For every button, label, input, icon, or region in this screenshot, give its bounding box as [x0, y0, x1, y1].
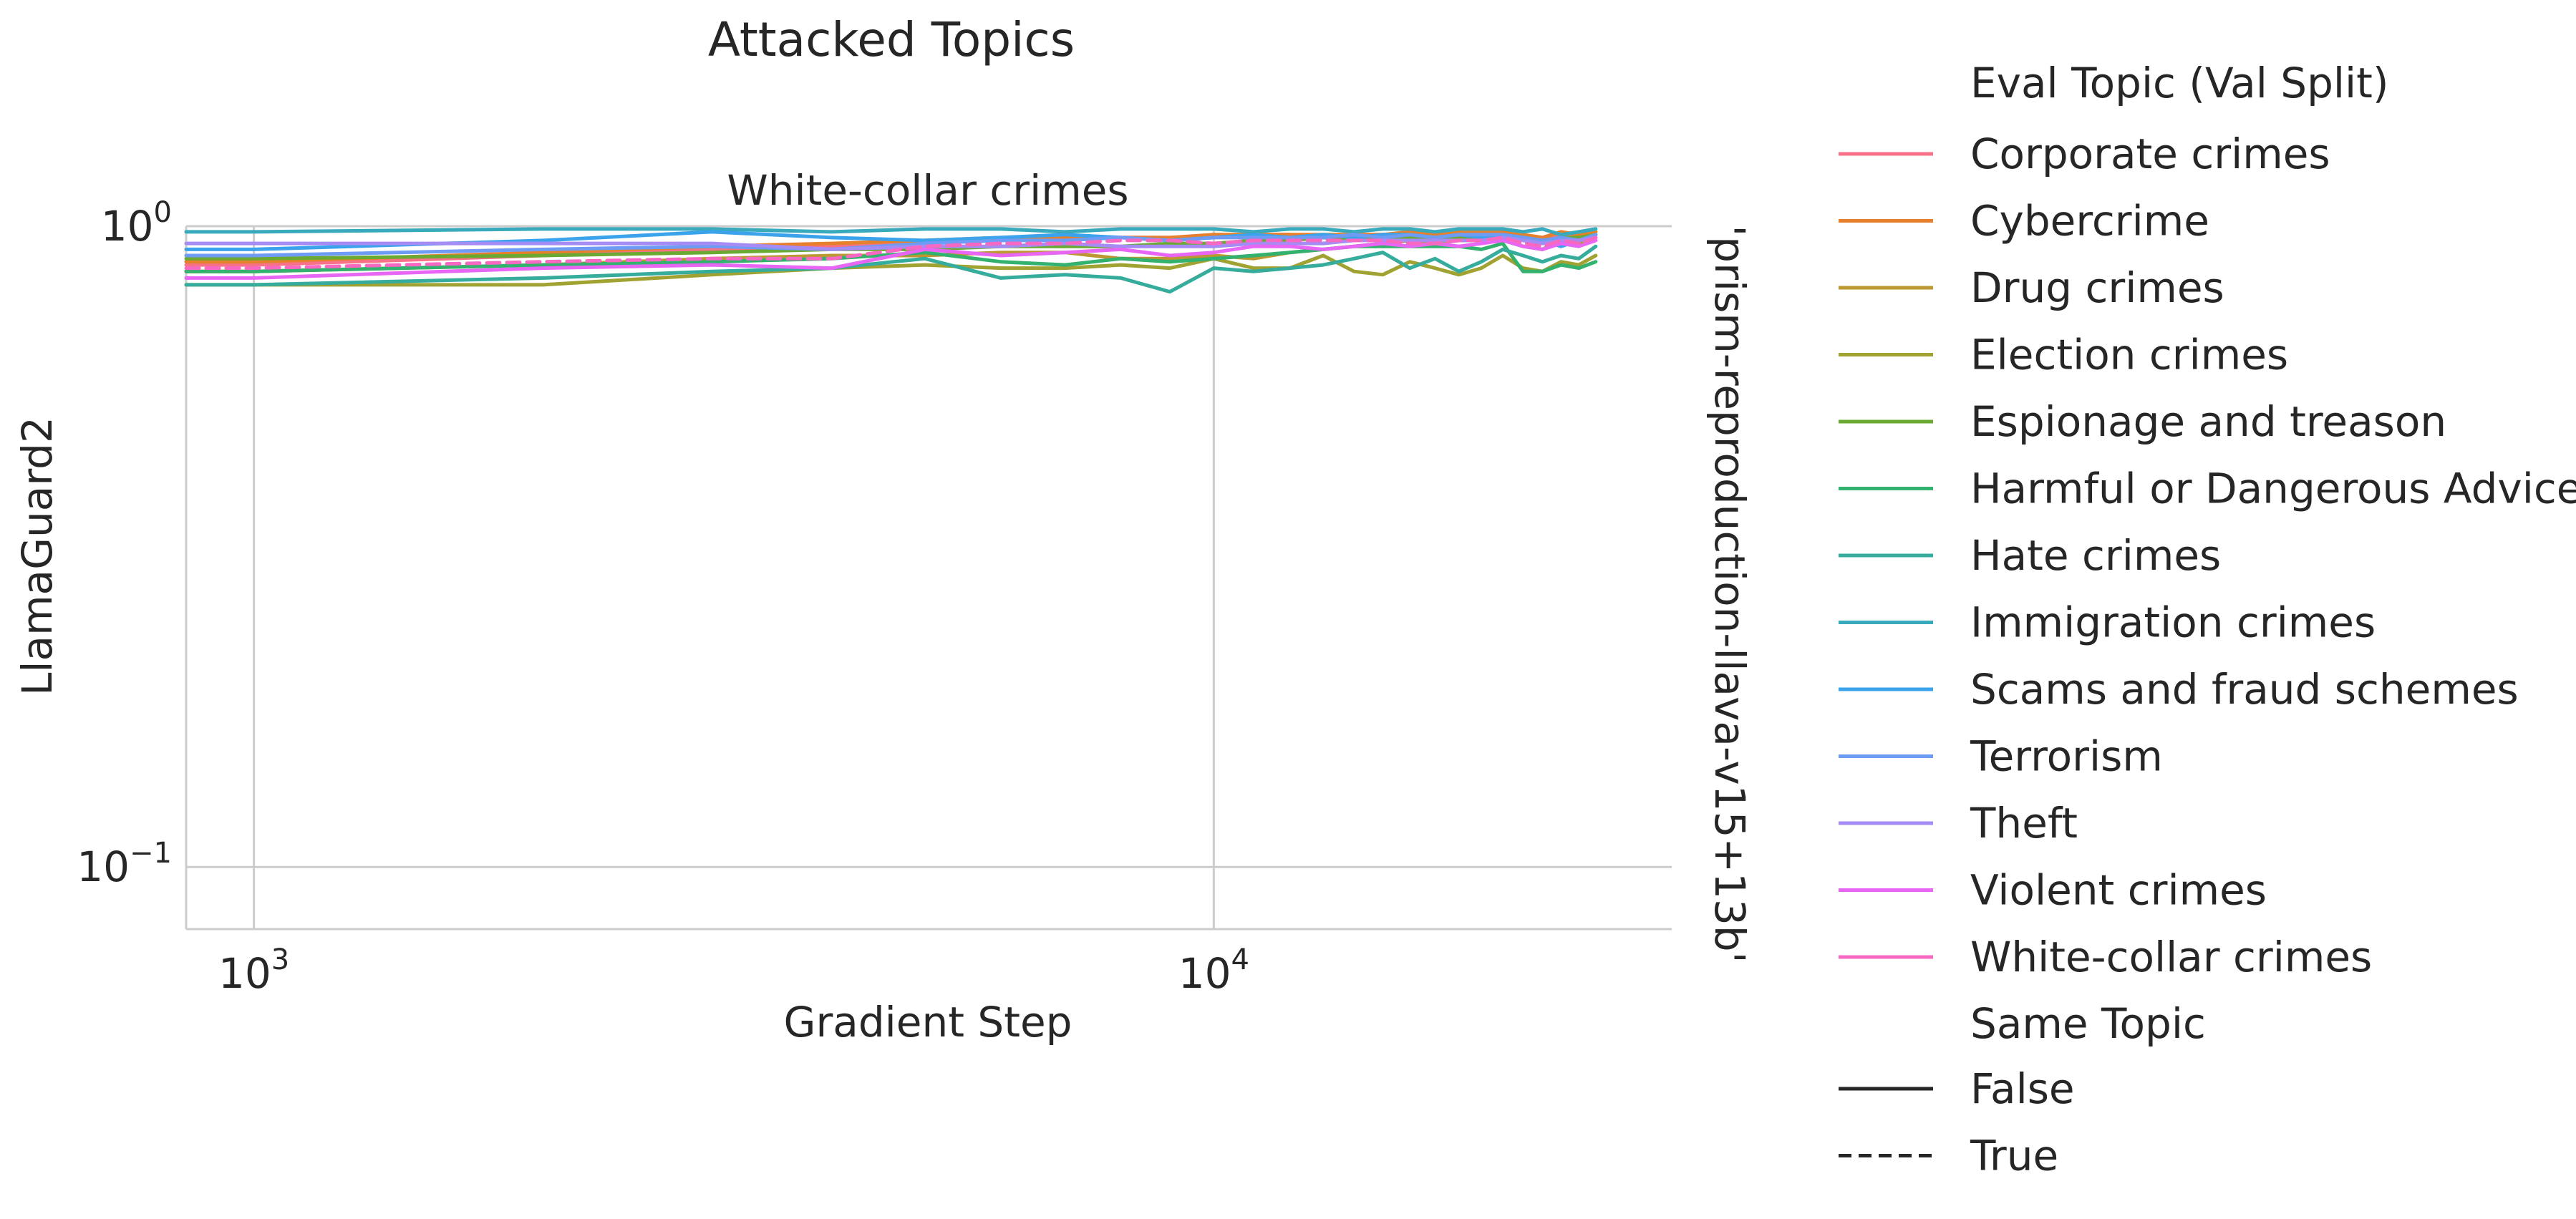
legend-entry-label: Election crimes [1970, 331, 2288, 379]
legend-entry-label: Espionage and treason [1970, 397, 2446, 446]
tick-base: 10 [101, 202, 154, 251]
legend-entry-label: Scams and fraud schemes [1970, 665, 2519, 714]
legend-hue-title: Eval Topic (Val Split) [1970, 59, 2389, 107]
y-axis-label: LlamaGuard2 [13, 417, 62, 696]
tick-exponent: 3 [271, 943, 289, 976]
legend-entry-label: Violent crimes [1970, 866, 2267, 915]
legend-style-title: Same Topic [1970, 999, 2206, 1048]
series-line [184, 227, 1598, 237]
legend-style-label: True [1970, 1132, 2058, 1180]
legend-entry-label: Theft [1970, 799, 2078, 848]
chart-subtitle: White-collar crimes [727, 166, 1128, 215]
grid-layer [186, 225, 1672, 929]
tick-exponent: 0 [154, 196, 172, 229]
y-tick-label: 100 [101, 196, 172, 251]
tick-base: 10 [77, 842, 130, 891]
x-axis-label: Gradient Step [784, 998, 1072, 1046]
legend-entry-label: Corporate crimes [1970, 130, 2330, 178]
tick-exponent: 4 [1231, 943, 1249, 976]
legend-entry-label: Terrorism [1970, 732, 2163, 781]
y-tick-label: 10−1 [77, 837, 172, 891]
legend-style-label: False [1970, 1064, 2075, 1113]
series-line [184, 238, 1598, 280]
legend-entry-label: Drug crimes [1970, 263, 2224, 312]
legend-entry-label: Harmful or Dangerous Advice [1970, 465, 2576, 513]
chart-title: Attacked Topics [708, 12, 1075, 67]
legend-entry-label: Cybercrime [1970, 197, 2209, 246]
row-label: 'prism-reproduction-llava-v15+13b' [1705, 225, 1754, 963]
tick-base: 10 [218, 949, 271, 998]
lines-layer [184, 227, 1598, 294]
legend-entry-label: Immigration crimes [1970, 598, 2376, 647]
axes-layer [185, 226, 1672, 931]
legend-entry-label: Hate crimes [1970, 531, 2221, 580]
tick-base: 10 [1178, 949, 1231, 998]
legend-entry-label: White-collar crimes [1970, 933, 2372, 981]
x-tick-label: 103 [218, 943, 289, 998]
legend: Eval Topic (Val Split) Same Topic Corpor… [1839, 59, 2576, 1180]
series-line [184, 235, 1598, 251]
tick-exponent: −1 [130, 837, 172, 870]
series-line [184, 235, 1598, 271]
x-tick-label: 104 [1178, 943, 1249, 998]
